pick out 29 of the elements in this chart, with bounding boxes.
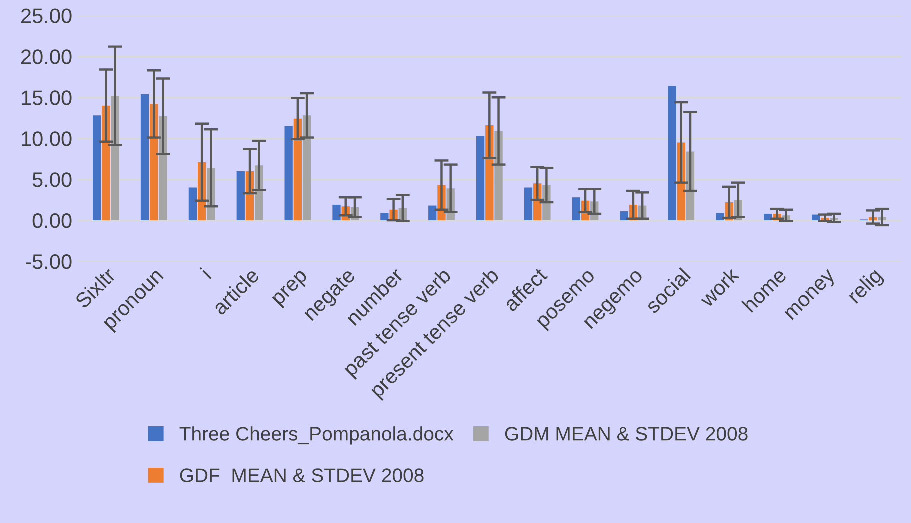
y-tick-label: 25.00 <box>21 8 72 24</box>
y-tick-label: 10.00 <box>22 132 72 146</box>
legend-label: GDF MEAN & STDEV 2008 <box>180 468 424 482</box>
legend-label: GDM MEAN & STDEV 2008 <box>505 427 748 441</box>
bar <box>93 116 102 221</box>
bar <box>380 213 389 221</box>
bar <box>764 214 772 221</box>
bar <box>476 136 485 221</box>
y-tick-label: 20.00 <box>21 50 72 64</box>
x-tick-label: i <box>200 267 212 280</box>
legend-label: Three Cheers_Pompanola.docx <box>180 426 454 445</box>
x-tick-label: relig <box>846 267 886 307</box>
bar <box>716 213 724 221</box>
y-tick-label: -5.00 <box>26 254 72 270</box>
bar <box>428 206 437 221</box>
bar <box>188 188 198 221</box>
y-tick-label: 0.00 <box>32 214 72 228</box>
bar <box>294 118 302 221</box>
bar <box>668 86 676 221</box>
bar <box>572 198 580 221</box>
bar <box>524 188 533 221</box>
bar <box>302 116 312 221</box>
bar <box>284 126 293 221</box>
y-tick-label: 5.00 <box>32 172 72 188</box>
bar <box>332 204 341 221</box>
bar <box>236 171 245 221</box>
y-tick-label: 15.00 <box>22 90 72 106</box>
bar <box>620 212 628 221</box>
bar <box>140 94 150 221</box>
